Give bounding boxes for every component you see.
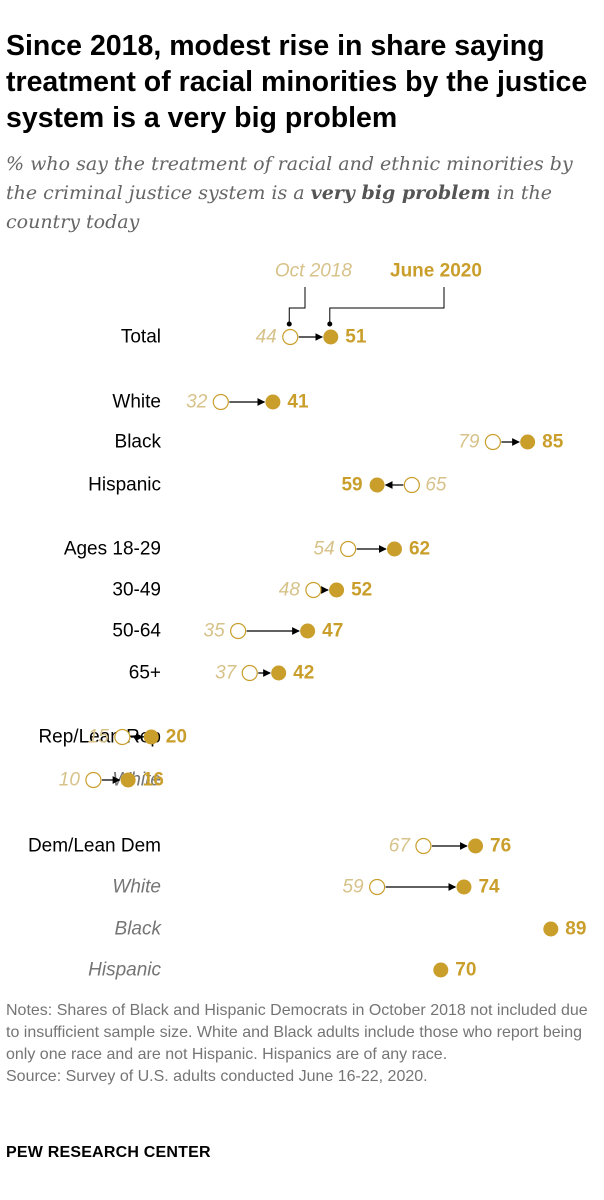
oct-2018-dot	[340, 540, 357, 558]
chart-row: Black 89	[115, 919, 587, 940]
june-2020-dot	[386, 541, 402, 557]
june-2020-dot	[323, 329, 339, 345]
chart-notes: Notes: Shares of Black and Hispanic Demo…	[6, 1000, 598, 1088]
june-2020-value-label: 51	[345, 327, 367, 348]
row-label: 30-49	[112, 580, 161, 601]
row-label: Hispanic	[88, 475, 161, 496]
june-2020-value-label: 16	[143, 770, 164, 791]
oct-2018-value-label: 59	[342, 877, 364, 898]
june-2020-value-label: 41	[287, 392, 309, 413]
june-2020-value-label: 42	[293, 663, 314, 684]
row-label: Black	[115, 432, 162, 453]
oct-2018-dot	[369, 878, 386, 896]
oct-2018-dot	[415, 837, 432, 855]
row-label: 65+	[129, 663, 161, 684]
june-2020-value-label: 74	[478, 877, 500, 898]
oct-2018-dot	[114, 728, 131, 746]
june-2020-value-label: 76	[490, 836, 511, 857]
oct-2018-value-label: 79	[458, 432, 480, 453]
june-2020-value-label: 85	[542, 432, 564, 453]
june-2020-dot	[271, 665, 287, 681]
june-2020-dot	[456, 879, 472, 895]
oct-2018-value-label: 32	[186, 392, 208, 413]
oct-2018-value-label: 44	[256, 327, 277, 348]
row-label: Dem/Lean Dem	[28, 836, 161, 857]
june-2020-value-label: 70	[455, 960, 476, 981]
june-2020-dot	[265, 394, 281, 410]
june-2020-dot	[369, 477, 385, 493]
june-2020-dot	[143, 729, 159, 745]
oct-2018-value-label: 67	[389, 836, 412, 857]
chart-row: White 32 41	[112, 392, 309, 413]
oct-2018-dot	[241, 664, 258, 682]
chart-subtitle: % who say the treatment of racial and et…	[6, 150, 598, 237]
oct-2018-value-label: 65	[425, 475, 447, 496]
june-2020-value-label: 59	[341, 475, 362, 496]
june-2020-value-label: 62	[409, 539, 430, 560]
dot-plot-chart: Oct 2018 June 2020 Total 44 51 White 32 41 Blac…	[28, 261, 587, 981]
oct-2018-dot	[403, 476, 420, 494]
june-2020-dot	[543, 921, 559, 937]
row-label: White	[112, 877, 161, 898]
oct-2018-value-label: 35	[204, 621, 226, 642]
chart-row: Hispanic 70	[88, 960, 476, 981]
oct-2018-value-label: 54	[314, 539, 335, 560]
oct-2018-value-label: 15	[88, 727, 110, 748]
june-2020-dot	[468, 838, 484, 854]
legend-oct-2018: Oct 2018	[275, 261, 353, 282]
oct-2018-dot	[212, 393, 229, 411]
june-2020-value-label: 47	[322, 621, 343, 642]
june-2020-dot	[120, 772, 136, 788]
chart-rows: Total 44 51 White 32 41 Black 79 85 Hispanic 65 59 A…	[28, 327, 587, 981]
row-label: Hispanic	[88, 960, 161, 981]
june-2020-value-label: 89	[565, 919, 586, 940]
row-label: Total	[121, 327, 161, 348]
june-2020-value-label: 52	[351, 580, 372, 601]
subtitle-emphasis: very big problem	[310, 182, 491, 204]
oct-2018-dot	[282, 328, 299, 346]
row-label: Black	[115, 919, 163, 940]
notes-text: Notes: Shares of Black and Hispanic Demo…	[6, 1002, 588, 1063]
june-2020-dot	[300, 623, 316, 639]
chart-row: 50-64 35 47	[112, 621, 343, 642]
subtitle-text-before: % who say the treatment of racial and et…	[6, 153, 573, 204]
chart-title: Since 2018, modest rise in share saying …	[6, 30, 588, 134]
chart-row: 65+ 37 42	[129, 663, 315, 684]
row-label: 50-64	[112, 621, 161, 642]
subtitle-text-after: in the country today	[6, 182, 553, 233]
oct-2018-value-label: 48	[279, 580, 301, 601]
legend-connector-oct-2018	[288, 287, 306, 324]
legend-june-2020: June 2020	[390, 261, 482, 282]
chart-row: Hispanic 65 59	[88, 475, 447, 496]
oct-2018-value-label: 10	[59, 770, 81, 791]
june-2020-dot	[433, 962, 449, 978]
brand-logo-text: PEW RESEARCH CENTER	[6, 1144, 211, 1161]
oct-2018-value-label: 37	[215, 663, 238, 684]
oct-2018-dot	[230, 622, 247, 640]
source-text: Source: Survey of U.S. adults conducted …	[6, 1068, 428, 1085]
oct-2018-dot	[484, 433, 502, 451]
chart-row: Dem/Lean Dem 67 76	[28, 836, 511, 857]
chart-row: White 59 74	[112, 877, 500, 898]
chart-row: Ages 18-29 54 62	[64, 539, 430, 560]
oct-2018-dot	[85, 771, 102, 789]
chart-row: 30-49 48 52	[112, 580, 372, 601]
legend-connector-dot	[286, 321, 292, 327]
chart-row: Black 79 85	[115, 432, 564, 453]
row-label: Ages 18-29	[64, 539, 161, 560]
legend-connector-dot	[327, 321, 333, 327]
oct-2018-dot	[305, 581, 322, 599]
legend-connector-june-2020	[329, 287, 445, 324]
june-2020-dot	[520, 434, 536, 450]
june-2020-dot	[329, 582, 345, 598]
chart-row: Total 44 51	[121, 327, 367, 348]
june-2020-value-label: 20	[166, 727, 187, 748]
row-label: White	[112, 392, 161, 413]
chart-legend: Oct 2018 June 2020	[275, 261, 482, 327]
row-label: Rep/Lean Rep	[38, 727, 161, 748]
